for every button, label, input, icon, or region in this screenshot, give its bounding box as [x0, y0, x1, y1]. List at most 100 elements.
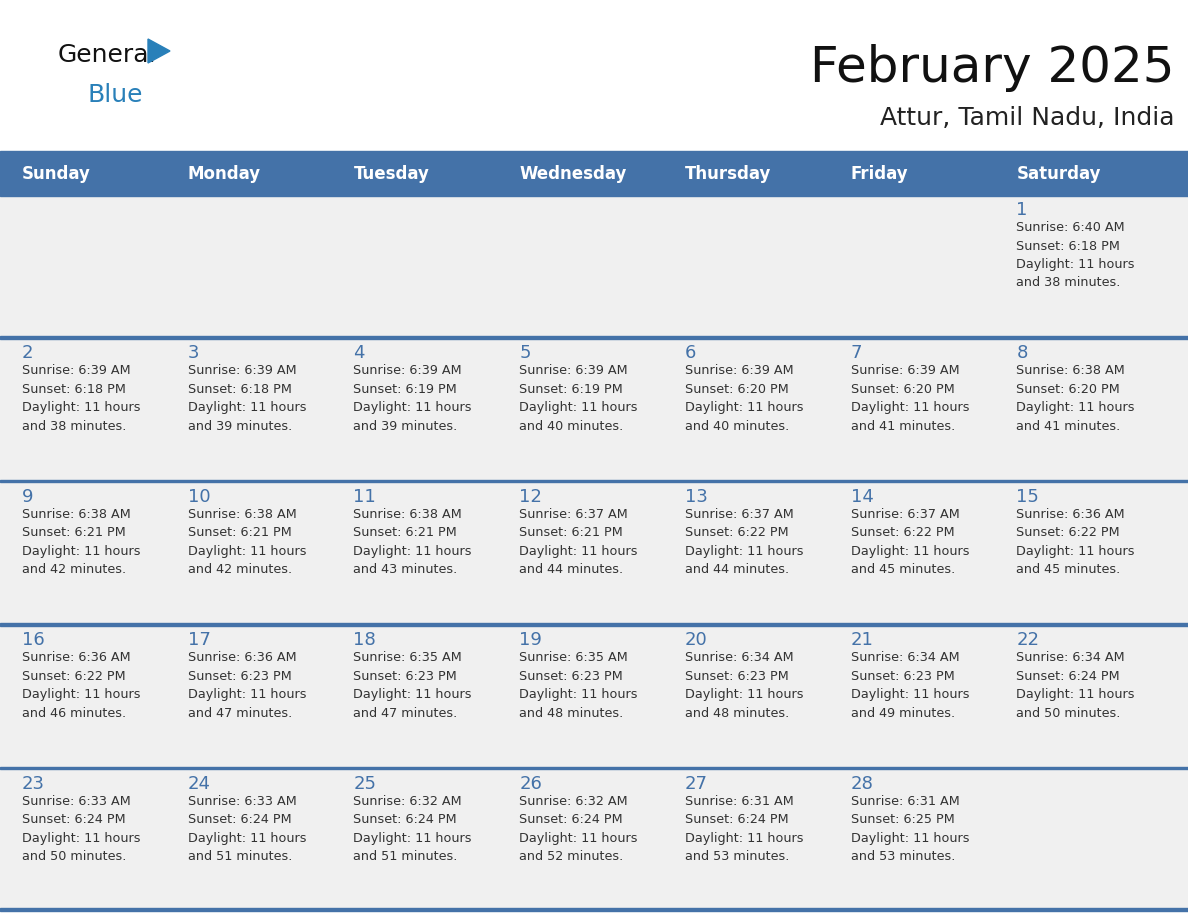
Text: Daylight: 11 hours: Daylight: 11 hours — [353, 832, 472, 845]
Text: Daylight: 11 hours: Daylight: 11 hours — [851, 401, 969, 414]
Text: Sunrise: 6:37 AM: Sunrise: 6:37 AM — [851, 508, 960, 521]
Text: Sunset: 6:23 PM: Sunset: 6:23 PM — [188, 670, 291, 683]
Text: Daylight: 11 hours: Daylight: 11 hours — [353, 544, 472, 558]
Text: and 45 minutes.: and 45 minutes. — [1016, 564, 1120, 577]
Text: Daylight: 11 hours: Daylight: 11 hours — [188, 401, 307, 414]
Bar — [0, 767, 1188, 769]
Text: Daylight: 11 hours: Daylight: 11 hours — [1016, 258, 1135, 271]
Text: Sunset: 6:19 PM: Sunset: 6:19 PM — [353, 383, 457, 396]
Text: 26: 26 — [519, 775, 542, 792]
Text: Sunset: 6:24 PM: Sunset: 6:24 PM — [353, 813, 457, 826]
Text: Sunset: 6:23 PM: Sunset: 6:23 PM — [353, 670, 457, 683]
Text: Daylight: 11 hours: Daylight: 11 hours — [1016, 401, 1135, 414]
Text: 3: 3 — [188, 344, 200, 363]
Text: Sunrise: 6:37 AM: Sunrise: 6:37 AM — [519, 508, 628, 521]
Text: Sunset: 6:21 PM: Sunset: 6:21 PM — [353, 526, 457, 539]
Text: Sunrise: 6:38 AM: Sunrise: 6:38 AM — [23, 508, 131, 521]
Text: Sunrise: 6:34 AM: Sunrise: 6:34 AM — [1016, 651, 1125, 665]
Text: and 42 minutes.: and 42 minutes. — [188, 564, 292, 577]
Text: 28: 28 — [851, 775, 873, 792]
Text: and 44 minutes.: and 44 minutes. — [519, 564, 624, 577]
Text: and 51 minutes.: and 51 minutes. — [188, 850, 292, 863]
Text: and 38 minutes.: and 38 minutes. — [23, 420, 126, 433]
Text: Sunset: 6:19 PM: Sunset: 6:19 PM — [519, 383, 623, 396]
Text: 18: 18 — [353, 632, 377, 649]
Text: Sunset: 6:18 PM: Sunset: 6:18 PM — [23, 383, 126, 396]
Text: Daylight: 11 hours: Daylight: 11 hours — [23, 401, 140, 414]
Text: Sunrise: 6:34 AM: Sunrise: 6:34 AM — [684, 651, 794, 665]
Text: 1: 1 — [1016, 201, 1028, 219]
Text: and 45 minutes.: and 45 minutes. — [851, 564, 955, 577]
Text: Sunrise: 6:35 AM: Sunrise: 6:35 AM — [353, 651, 462, 665]
Text: Sunrise: 6:35 AM: Sunrise: 6:35 AM — [519, 651, 628, 665]
Text: Daylight: 11 hours: Daylight: 11 hours — [851, 832, 969, 845]
Text: and 42 minutes.: and 42 minutes. — [23, 564, 126, 577]
Text: and 41 minutes.: and 41 minutes. — [1016, 420, 1120, 433]
Text: Sunrise: 6:34 AM: Sunrise: 6:34 AM — [851, 651, 959, 665]
Text: Sunset: 6:18 PM: Sunset: 6:18 PM — [188, 383, 291, 396]
Text: 13: 13 — [684, 487, 708, 506]
Text: Monday: Monday — [188, 165, 261, 183]
Text: Sunset: 6:21 PM: Sunset: 6:21 PM — [188, 526, 291, 539]
Text: and 47 minutes.: and 47 minutes. — [188, 707, 292, 720]
Bar — [0, 151, 1188, 155]
Bar — [0, 155, 1188, 193]
Text: and 44 minutes.: and 44 minutes. — [684, 564, 789, 577]
Text: Daylight: 11 hours: Daylight: 11 hours — [684, 832, 803, 845]
Text: 6: 6 — [684, 344, 696, 363]
Text: General: General — [58, 43, 157, 67]
Text: Sunset: 6:21 PM: Sunset: 6:21 PM — [23, 526, 126, 539]
Text: Sunrise: 6:32 AM: Sunrise: 6:32 AM — [519, 795, 627, 808]
Text: Daylight: 11 hours: Daylight: 11 hours — [519, 832, 638, 845]
Text: Sunset: 6:24 PM: Sunset: 6:24 PM — [188, 813, 291, 826]
Text: 17: 17 — [188, 632, 210, 649]
Text: Sunrise: 6:36 AM: Sunrise: 6:36 AM — [1016, 508, 1125, 521]
Text: Daylight: 11 hours: Daylight: 11 hours — [353, 688, 472, 701]
Text: Sunrise: 6:33 AM: Sunrise: 6:33 AM — [23, 795, 131, 808]
Text: Daylight: 11 hours: Daylight: 11 hours — [519, 544, 638, 558]
Bar — [0, 623, 1188, 767]
Text: Daylight: 11 hours: Daylight: 11 hours — [23, 544, 140, 558]
Text: Sunset: 6:23 PM: Sunset: 6:23 PM — [851, 670, 954, 683]
Text: and 39 minutes.: and 39 minutes. — [353, 420, 457, 433]
Text: Sunset: 6:23 PM: Sunset: 6:23 PM — [519, 670, 623, 683]
Bar — [0, 908, 1188, 911]
Text: and 53 minutes.: and 53 minutes. — [851, 850, 955, 863]
Text: Daylight: 11 hours: Daylight: 11 hours — [23, 832, 140, 845]
Text: 15: 15 — [1016, 487, 1040, 506]
Text: Daylight: 11 hours: Daylight: 11 hours — [188, 832, 307, 845]
Text: Daylight: 11 hours: Daylight: 11 hours — [519, 401, 638, 414]
Text: Sunset: 6:24 PM: Sunset: 6:24 PM — [1016, 670, 1120, 683]
Text: 25: 25 — [353, 775, 377, 792]
Text: 24: 24 — [188, 775, 210, 792]
Text: and 48 minutes.: and 48 minutes. — [519, 707, 624, 720]
Text: 9: 9 — [23, 487, 33, 506]
Bar — [0, 623, 1188, 626]
Text: Daylight: 11 hours: Daylight: 11 hours — [188, 544, 307, 558]
Text: 21: 21 — [851, 632, 873, 649]
Text: and 40 minutes.: and 40 minutes. — [684, 420, 789, 433]
Text: 23: 23 — [23, 775, 45, 792]
Text: Daylight: 11 hours: Daylight: 11 hours — [188, 688, 307, 701]
Text: and 53 minutes.: and 53 minutes. — [684, 850, 789, 863]
Text: Sunrise: 6:33 AM: Sunrise: 6:33 AM — [188, 795, 297, 808]
Text: and 43 minutes.: and 43 minutes. — [353, 564, 457, 577]
Text: and 39 minutes.: and 39 minutes. — [188, 420, 292, 433]
Text: 11: 11 — [353, 487, 377, 506]
Text: Sunrise: 6:38 AM: Sunrise: 6:38 AM — [1016, 364, 1125, 377]
Text: Sunrise: 6:31 AM: Sunrise: 6:31 AM — [684, 795, 794, 808]
Bar — [0, 767, 1188, 910]
Text: Sunset: 6:18 PM: Sunset: 6:18 PM — [1016, 240, 1120, 252]
Text: Sunrise: 6:38 AM: Sunrise: 6:38 AM — [353, 508, 462, 521]
Bar — [0, 193, 1188, 336]
Text: 2: 2 — [23, 344, 33, 363]
Text: and 52 minutes.: and 52 minutes. — [519, 850, 624, 863]
Text: Saturday: Saturday — [1016, 165, 1101, 183]
Text: Daylight: 11 hours: Daylight: 11 hours — [684, 544, 803, 558]
Text: Sunrise: 6:39 AM: Sunrise: 6:39 AM — [23, 364, 131, 377]
Text: 8: 8 — [1016, 344, 1028, 363]
Text: and 46 minutes.: and 46 minutes. — [23, 707, 126, 720]
Bar — [0, 336, 1188, 480]
Text: Sunrise: 6:39 AM: Sunrise: 6:39 AM — [851, 364, 959, 377]
Text: Sunset: 6:24 PM: Sunset: 6:24 PM — [23, 813, 126, 826]
